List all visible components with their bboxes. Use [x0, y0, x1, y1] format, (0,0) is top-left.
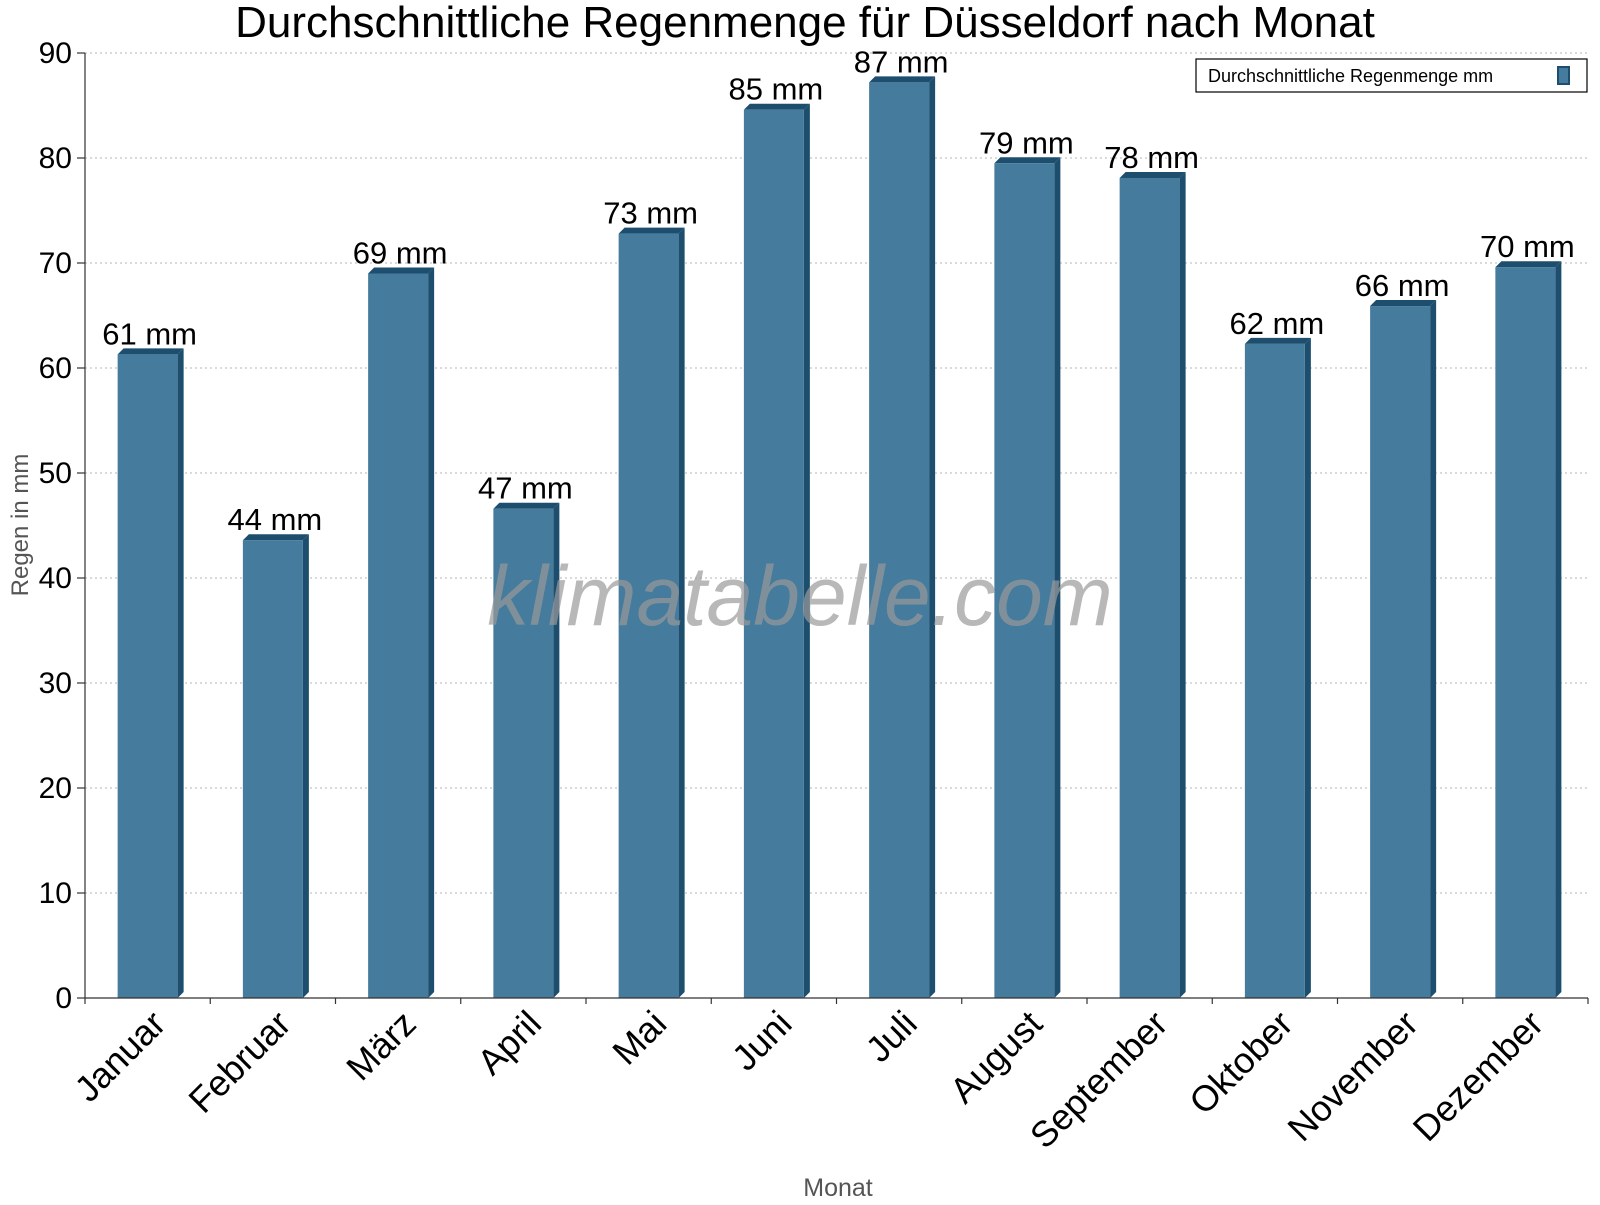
- chart-title: Durchschnittliche Regenmenge für Düsseld…: [235, 0, 1375, 47]
- legend-box: [1195, 58, 1588, 93]
- bar-side: [678, 227, 685, 999]
- bar-side: [1304, 337, 1311, 999]
- x-tick-label: Oktober: [1181, 1003, 1301, 1123]
- bar-side: [302, 534, 309, 998]
- data-label: 78 mm: [1104, 140, 1199, 175]
- y-tick-label: 60: [39, 352, 72, 385]
- data-label: 44 mm: [228, 502, 323, 537]
- bar-top: [1370, 300, 1437, 307]
- x-tick-label: Mai: [604, 1003, 674, 1073]
- gridlines: [85, 52, 1588, 894]
- bar: [242, 540, 303, 998]
- bar-top: [743, 103, 810, 110]
- data-label: 69 mm: [353, 236, 448, 271]
- bar-top: [117, 348, 184, 355]
- bar: [618, 233, 679, 999]
- x-tick-label: März: [338, 1003, 424, 1089]
- x-axis-label: Monat: [803, 1174, 873, 1200]
- bar-top: [869, 76, 936, 83]
- watermark: klimatabelle.com: [487, 549, 1113, 643]
- bar-side: [803, 103, 810, 998]
- bar: [117, 354, 178, 999]
- y-tick-label: 70: [39, 247, 72, 280]
- x-tick-label: Januar: [66, 1003, 173, 1110]
- x-tick-label: April: [469, 1003, 549, 1083]
- bar-top: [1119, 171, 1186, 178]
- bar-side: [428, 267, 435, 998]
- data-label: 85 mm: [729, 72, 824, 107]
- bar-side: [177, 348, 184, 999]
- bar-side: [1179, 171, 1186, 998]
- data-label: 61 mm: [102, 316, 197, 351]
- bar: [869, 82, 930, 998]
- data-label: 79 mm: [979, 125, 1074, 160]
- x-tick-label: September: [1022, 1003, 1176, 1157]
- legend-swatch: [1557, 66, 1570, 85]
- data-label: 73 mm: [603, 196, 698, 231]
- y-tick-label: 0: [55, 982, 72, 1015]
- y-tick-label: 50: [39, 457, 72, 490]
- bar-top: [994, 157, 1061, 164]
- x-tick-label: Dezember: [1405, 1003, 1551, 1149]
- bars: [117, 76, 1562, 999]
- y-tick-label: 10: [39, 877, 72, 910]
- bar: [743, 109, 804, 998]
- bar: [1119, 177, 1180, 998]
- x-tick-label: November: [1279, 1003, 1425, 1149]
- x-tick-label: Juni: [724, 1003, 800, 1079]
- bar: [1244, 343, 1305, 999]
- bar-top: [1244, 337, 1311, 344]
- bar: [1370, 306, 1431, 998]
- legend-label: Durchschnittliche Regenmenge mm: [1208, 66, 1493, 86]
- data-label: 47 mm: [478, 471, 573, 506]
- data-label: 62 mm: [1230, 306, 1325, 341]
- data-label: 87 mm: [854, 44, 949, 79]
- x-tick-label: August: [942, 1003, 1050, 1111]
- bar-side: [553, 502, 560, 998]
- y-tick-label: 30: [39, 667, 72, 700]
- bar-top: [493, 502, 560, 509]
- bar: [368, 273, 429, 998]
- bar: [493, 508, 554, 998]
- bar-top: [618, 227, 685, 234]
- y-tick-label: 90: [39, 37, 72, 70]
- bar-top: [1495, 261, 1562, 268]
- bar-top: [242, 534, 309, 541]
- legend: Durchschnittliche Regenmenge mm: [1195, 58, 1588, 93]
- bar-side: [1555, 261, 1562, 998]
- x-tick-label: Februar: [180, 1003, 298, 1121]
- data-labels: 61 mm 44 mm 69 mm 47 mm 73 mm 85 mm 87 mm 79 mm…: [102, 44, 1575, 537]
- y-tick-label: 80: [39, 142, 72, 175]
- bar-top: [368, 267, 435, 274]
- bar-side: [1054, 157, 1061, 998]
- y-axis-label: Regen in mm: [7, 454, 34, 597]
- y-tick-label: 40: [39, 562, 72, 595]
- bar: [994, 163, 1055, 998]
- bar: [1495, 267, 1556, 998]
- bar-side: [1430, 300, 1437, 998]
- data-label: 70 mm: [1480, 229, 1575, 264]
- bar-side: [929, 76, 936, 998]
- y-tick-label: 20: [39, 772, 72, 805]
- x-tick-label: Juli: [858, 1003, 925, 1070]
- data-label: 66 mm: [1355, 268, 1450, 303]
